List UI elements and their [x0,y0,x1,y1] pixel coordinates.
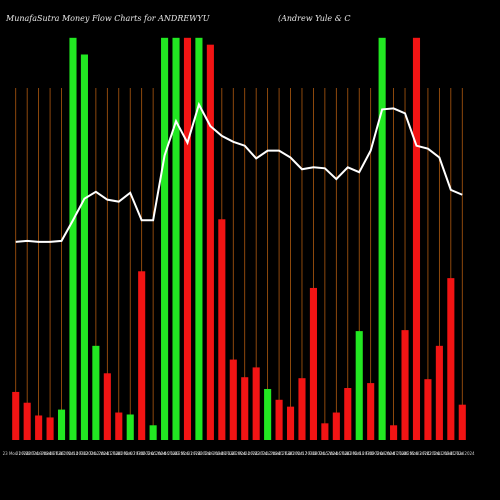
bar [126,414,134,440]
x-tick-label: 16 Thu 2024 [312,451,338,456]
x-tick-label: 30 Thu 2024 [198,451,224,456]
bar [183,37,192,441]
x-tick-label: 14 Fri 2024 [73,451,96,456]
x-tick-label: 31 Fri 2024 [188,451,211,456]
x-tick-label: 20 Thu 2024 [26,451,52,456]
bar [138,271,146,440]
x-tick-label: 03 Fri 2024 [417,451,440,456]
x-tick-label: 23 Thu 2024 [255,451,281,456]
bar [218,219,226,440]
x-tick-label: 28 Tue 2024 [221,451,246,456]
x-tick-label: 29 Wed 2024 [209,451,236,456]
bar [80,54,88,441]
bar [229,359,237,440]
bar [447,278,455,440]
x-tick-label: 10 Fri 2024 [359,451,382,456]
bar [92,345,100,440]
x-tick-label: 21 Tue 2024 [278,451,303,456]
company-name: (Andrew Yule & C [278,14,351,23]
bar [355,331,363,440]
bar [264,388,272,440]
x-tick-label: 06 Thu 2024 [140,451,166,456]
bar [172,37,180,441]
x-tick-label: 27 Mon 2024 [232,451,259,456]
bar [23,402,31,440]
x-tick-label: 06 Mon 2024 [403,451,430,456]
bar [161,37,169,441]
bar [332,412,340,440]
bar [286,406,295,440]
x-tick-label: 08 Wed 2024 [380,451,407,456]
x-tick-label: 09 Thu 2024 [369,451,395,456]
x-tick-label: 24 Fri 2024 [245,451,268,456]
bar [321,423,329,440]
x-tick-label: 03 Mon 2024 [174,451,201,456]
x-tick-label: 13 Mon 2024 [346,451,373,456]
x-tick-label: 17 Mon 2024 [60,451,87,456]
x-tick-label: 10 Mon 2024 [117,451,144,456]
bars [12,37,466,441]
bar [344,388,352,440]
bar [115,412,123,440]
bar [35,415,43,440]
bar [69,37,77,441]
bar [12,391,20,440]
bar [252,367,260,440]
x-tick-label: 19 Wed 2024 [37,451,64,456]
x-tick-label: 14 Tue 2024 [335,451,360,456]
bar [367,383,375,440]
bar [390,425,398,440]
bar [401,330,409,440]
x-tick-label: 02 Thu 2024 [427,451,453,456]
bar [435,345,443,440]
x-tick-label: 01 Wed 2024 [438,451,465,456]
x-tick-label: 05 Wed 2024 [151,451,178,456]
bar [46,417,54,440]
x-tick-label: 22 Wed 2024 [266,451,293,456]
bar [458,404,466,440]
x-tick-label: 04 Tue 2024 [164,451,189,456]
chart-title: MunafaSutra Money Flow Charts for ANDREW… [6,14,210,23]
bar [206,44,214,441]
bar [103,373,111,440]
x-tick-label: 21 Fri 2024 [16,451,39,456]
x-tick-label: 17 Fri 2024 [302,451,325,456]
x-tick-label: 20 Mon 2024 [289,451,316,456]
x-tick-label: 13 Thu 2024 [83,451,109,456]
bar [241,377,249,440]
x-tick-label: 15 Wed 2024 [323,451,350,456]
price-line [15,101,463,243]
bar [57,409,66,440]
bar [149,425,157,440]
bar [424,379,432,440]
x-tick-label: 07 Tue 2024 [393,451,418,456]
x-tick-label: 23 Mon 2024 [3,451,30,456]
x-tick-label: 31 Tue 2024 [450,451,475,456]
bar [378,37,386,441]
bar [275,399,283,440]
bar [195,37,203,441]
x-tick-label: 11 Tue 2024 [106,451,131,456]
bar [309,287,317,440]
bar [412,37,421,441]
bar [298,378,306,440]
x-tick-label: 12 Wed 2024 [94,451,121,456]
x-tick-label: 18 Tue 2024 [49,451,74,456]
x-tick-label: 07 Fri 2024 [130,451,153,456]
